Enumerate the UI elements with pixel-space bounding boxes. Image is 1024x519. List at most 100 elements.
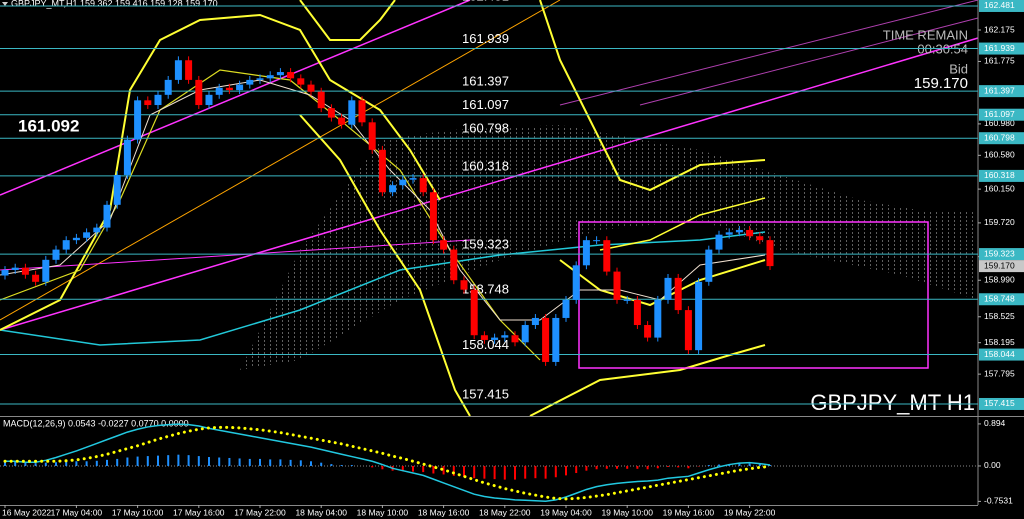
level-label: 159.323: [462, 237, 509, 252]
chart-header: GBPJPY_MT,H1 159.362 159.416 159.128 159…: [11, 0, 218, 8]
candle-body: [287, 72, 295, 79]
candle-body: [154, 94, 162, 106]
histogram-bar: [340, 465, 343, 466]
x-tick-label: 17 May 04:00: [51, 507, 103, 517]
candle-body: [695, 281, 703, 351]
histogram-bar: [432, 465, 435, 474]
moving-average: [0, 79, 766, 321]
x-tick-label: 18 May 22:00: [479, 507, 531, 517]
histogram-bar: [565, 465, 567, 476]
histogram-bar: [65, 461, 68, 466]
histogram-bar: [616, 465, 618, 469]
candle-body: [225, 87, 233, 91]
histogram-bar: [646, 465, 649, 470]
histogram-bar: [626, 465, 629, 469]
candle-body: [348, 100, 356, 125]
candle-body: [460, 280, 468, 290]
level-axis-label: 161.397: [984, 85, 1015, 95]
level-axis-box: [979, 248, 1024, 261]
histogram-bar: [769, 465, 771, 466]
bollinger-band: [299, 114, 471, 417]
histogram-bar: [310, 461, 312, 466]
histogram-bar: [248, 458, 251, 466]
indicators: [0, 0, 979, 417]
candle-body: [164, 79, 172, 95]
candle-body: [185, 60, 193, 80]
level-axis-label: 161.939: [984, 43, 1015, 53]
bollinger-band: [299, 0, 396, 41]
trend-line: [639, 17, 979, 106]
histogram-bar: [636, 465, 639, 469]
candle-body: [684, 310, 692, 351]
histogram-bar: [371, 465, 374, 468]
histogram-bar: [197, 456, 200, 466]
y-tick-label: 0.00: [984, 460, 1001, 470]
moving-average: [0, 231, 766, 346]
candle-body: [613, 271, 621, 300]
candle-body: [62, 240, 70, 250]
level-axis-label: 162.481: [984, 0, 1015, 10]
candle-body: [83, 232, 91, 238]
candle-body: [633, 299, 641, 326]
candle-body: [572, 265, 580, 300]
trend-line: [0, 0, 471, 196]
histogram-bar: [514, 465, 516, 480]
candle-body: [623, 299, 631, 301]
candle-body: [470, 289, 478, 336]
candle-body: [174, 60, 182, 80]
indicator-label: MACD(12,26,9) 0.0543 -0.0227 0.0770 0.00…: [3, 418, 189, 428]
histogram-bar: [738, 463, 741, 466]
x-tick-label: 17 May 16:00: [173, 507, 225, 517]
candle-body: [256, 78, 264, 80]
y-tick-label: 162.175: [984, 24, 1015, 34]
histogram-bar: [279, 459, 282, 466]
histogram-bar: [299, 460, 302, 466]
histogram-bar: [534, 465, 537, 479]
x-tick-label: 17 May 22:00: [234, 507, 286, 517]
candle-body: [42, 259, 50, 282]
histogram-bar: [330, 464, 333, 466]
y-tick-label: -0.7531: [984, 496, 1013, 506]
bid-axis-box: [979, 260, 1024, 273]
histogram-bar: [44, 462, 47, 466]
histogram-bar: [595, 465, 598, 470]
bollinger-band: [539, 0, 766, 192]
histogram-bar: [412, 465, 414, 472]
candle-body: [297, 78, 305, 85]
x-tick-label: 19 May 16:00: [663, 507, 715, 517]
y-tick-label: 158.990: [984, 274, 1015, 284]
candle-body: [603, 240, 611, 272]
x-tick-label: 17 May 10:00: [112, 507, 164, 517]
histogram-bar: [4, 461, 6, 466]
histogram-bar: [656, 465, 659, 469]
level-label: 157.415: [462, 386, 509, 401]
x-tick-label: 19 May 22:00: [724, 507, 776, 517]
y-tick-label: 157.795: [984, 368, 1015, 378]
candle-body: [399, 179, 407, 186]
candle-body: [746, 229, 754, 237]
candle-body: [72, 237, 80, 241]
candle-body: [644, 325, 652, 338]
x-tick-label: 18 May 16:00: [418, 507, 470, 517]
histogram-bar: [585, 465, 588, 471]
level-axis-box: [979, 42, 1024, 55]
histogram-bar: [473, 465, 476, 479]
candle-body: [195, 79, 203, 106]
histogram-bar: [524, 465, 527, 479]
histogram-bar: [503, 465, 506, 480]
level-axis-label: 158.044: [984, 349, 1015, 359]
candle-body: [674, 277, 682, 311]
candle-body: [562, 299, 570, 318]
histogram-bar: [748, 463, 751, 466]
candle-body: [705, 249, 713, 282]
candle-body: [123, 139, 131, 175]
histogram-bar: [289, 459, 292, 466]
histogram-bar: [14, 461, 17, 466]
candle-body: [715, 234, 723, 250]
histogram-bar: [167, 455, 170, 466]
histogram-bar: [483, 465, 486, 479]
histogram-bar: [34, 463, 37, 466]
y-tick-label: 160.150: [984, 183, 1015, 193]
histogram-bar: [452, 465, 455, 476]
